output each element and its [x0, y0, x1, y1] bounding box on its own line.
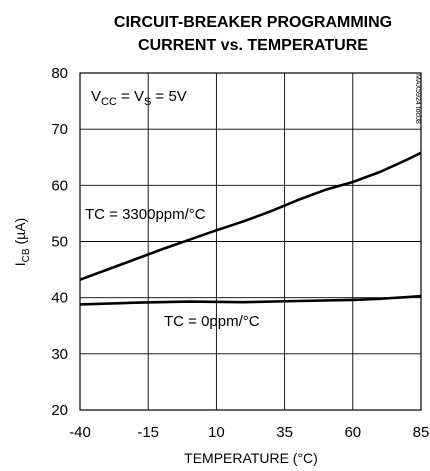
x-axis-label: TEMPERATURE (°C)	[184, 450, 318, 466]
y-tick-label: 50	[51, 234, 68, 251]
series-lines	[79, 151, 422, 306]
condition-label: VCC = VS = 5V	[91, 88, 187, 108]
plot-frame	[79, 72, 422, 411]
x-tick-label: 35	[276, 424, 293, 441]
y-tick-label: 40	[51, 290, 68, 307]
y-axis-label: ICB (µA)	[12, 218, 32, 266]
chart-title-line-2: CURRENT vs. TEMPERATURE	[138, 37, 368, 54]
series-label-tc-3300: TC = 3300ppm/°C	[85, 206, 206, 223]
x-tick-label: 85	[413, 424, 430, 441]
series-line-0	[79, 151, 422, 281]
series-label-tc-0: TC = 0ppm/°C	[164, 313, 260, 330]
chart-title-line-1: CIRCUIT-BREAKER PROGRAMMING	[114, 14, 392, 31]
side-id: MAX5924 toc08	[414, 74, 421, 124]
y-tick-label: 70	[51, 121, 68, 138]
x-tick-labels: -40 -15 10 35 60 85	[69, 424, 429, 441]
grid	[79, 72, 422, 411]
y-tick-label: 20	[51, 402, 68, 419]
y-tick-labels: 20 30 40 50 60 70 80	[51, 65, 68, 419]
y-tick-label: 80	[51, 65, 68, 82]
x-tick-label: -40	[69, 424, 91, 441]
y-tick-label: 60	[51, 177, 68, 194]
x-tick-label: -15	[137, 424, 159, 441]
y-tick-label: 30	[51, 346, 68, 363]
x-tick-label: 60	[344, 424, 361, 441]
x-tick-label: 10	[208, 424, 225, 441]
series-line-1	[79, 294, 422, 306]
